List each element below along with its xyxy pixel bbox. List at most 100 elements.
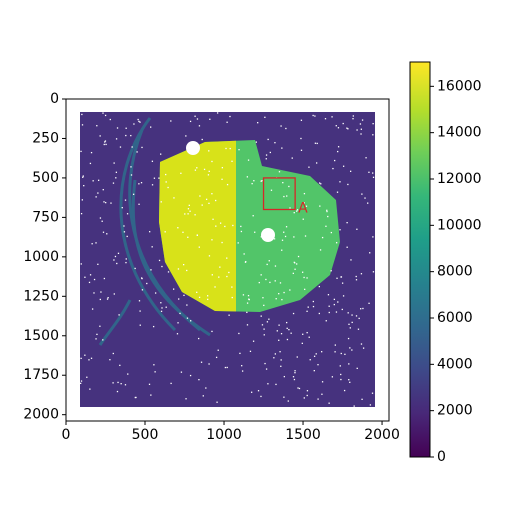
- speck: [228, 314, 230, 316]
- speck: [139, 310, 141, 312]
- speck: [262, 297, 264, 299]
- speck: [139, 324, 141, 326]
- speck: [252, 215, 254, 217]
- speck: [149, 231, 151, 233]
- speck: [348, 363, 350, 365]
- speck: [212, 218, 214, 220]
- speck: [342, 122, 344, 125]
- speck: [103, 143, 105, 146]
- speck: [125, 258, 127, 260]
- speck: [109, 118, 111, 121]
- speck: [349, 381, 351, 383]
- annotation-box: [262, 177, 296, 211]
- speck: [360, 133, 362, 135]
- speck: [349, 327, 351, 329]
- speck: [208, 255, 211, 257]
- speck: [315, 162, 318, 164]
- speck: [187, 213, 189, 215]
- speck: [102, 339, 104, 341]
- speck: [160, 153, 162, 155]
- speck: [221, 178, 223, 180]
- speck: [102, 189, 104, 191]
- speck: [330, 231, 333, 234]
- axes-frame: [65, 98, 390, 422]
- speck: [224, 225, 226, 228]
- speck: [246, 176, 249, 178]
- speck: [361, 119, 364, 121]
- speck: [372, 123, 374, 125]
- speck: [372, 271, 375, 273]
- speck: [208, 202, 210, 205]
- speck: [337, 301, 339, 303]
- speck: [372, 134, 374, 136]
- speck: [274, 142, 276, 144]
- speck: [367, 202, 369, 204]
- speck: [347, 312, 349, 314]
- speck: [189, 210, 191, 212]
- speck: [307, 306, 309, 308]
- speck: [306, 390, 309, 392]
- speck: [116, 127, 119, 129]
- speck: [292, 376, 295, 378]
- speck: [352, 115, 354, 117]
- speck: [104, 141, 106, 143]
- speck: [280, 332, 283, 335]
- speck: [352, 118, 354, 120]
- speck: [294, 372, 296, 374]
- image: [80, 112, 375, 407]
- speck: [132, 193, 135, 195]
- speck: [134, 396, 136, 399]
- speck: [109, 359, 111, 361]
- speck: [346, 246, 348, 248]
- speck: [312, 300, 314, 303]
- speck: [206, 295, 209, 297]
- speck: [211, 160, 213, 163]
- speck: [293, 212, 295, 214]
- speck: [254, 231, 256, 233]
- speck: [372, 236, 374, 238]
- speck: [327, 294, 330, 296]
- speck: [268, 318, 270, 320]
- speck: [89, 274, 92, 276]
- speck: [194, 169, 197, 171]
- speck: [240, 225, 242, 228]
- speck: [110, 202, 112, 204]
- speck: [357, 328, 360, 330]
- x-tick-label: 1500: [285, 427, 321, 443]
- speck: [211, 330, 213, 333]
- speck: [281, 147, 283, 149]
- speck: [112, 382, 114, 384]
- speck: [339, 181, 341, 183]
- speck: [117, 381, 119, 384]
- speck: [216, 401, 218, 403]
- speck: [203, 168, 206, 171]
- y-tick-label: 500: [32, 170, 59, 186]
- speck: [95, 196, 97, 198]
- speck: [306, 277, 308, 279]
- speck: [260, 395, 262, 398]
- speck: [150, 269, 152, 271]
- speck: [187, 208, 190, 210]
- speck: [336, 277, 338, 279]
- speck: [346, 127, 348, 129]
- speck: [186, 269, 188, 272]
- speck: [328, 305, 330, 307]
- speck: [173, 197, 175, 199]
- speck: [103, 201, 105, 203]
- speck: [182, 263, 185, 266]
- speck: [226, 183, 229, 186]
- speck: [337, 146, 340, 148]
- speck: [264, 116, 266, 118]
- speck: [229, 147, 231, 150]
- speck: [269, 281, 271, 284]
- speck: [140, 277, 143, 279]
- colorbar: [409, 61, 431, 458]
- speck: [215, 356, 218, 359]
- speck: [208, 170, 210, 172]
- speck: [211, 274, 213, 276]
- speck: [371, 392, 374, 394]
- speck: [113, 259, 115, 261]
- speck: [265, 278, 267, 281]
- speck: [302, 333, 304, 335]
